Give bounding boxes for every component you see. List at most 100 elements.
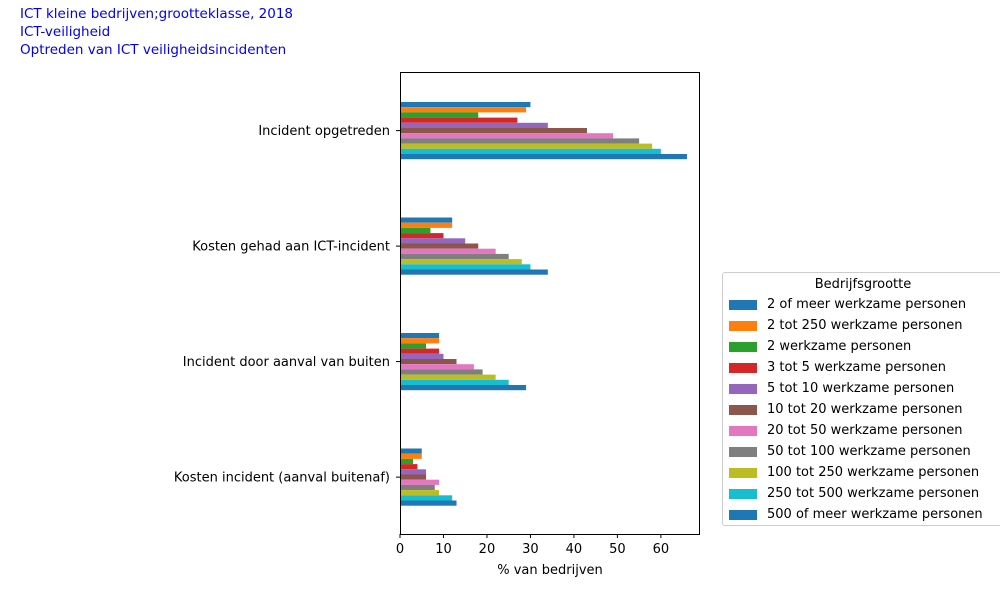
legend-label-6: 10 tot 20 werkzame personen — [767, 402, 963, 417]
x-axis-label: % van bedrijven — [497, 563, 603, 578]
legend-swatch-4 — [729, 362, 757, 373]
legend-label-3: 2 werkzame personen — [767, 339, 912, 354]
bar-4-8 — [400, 484, 435, 491]
x-tick-label-7: 60 — [653, 542, 670, 557]
legend-swatch-8 — [729, 446, 757, 457]
bar-2-4 — [400, 233, 444, 239]
y-tick-label-3: Incident door aanval van buiten — [183, 355, 390, 370]
legend-swatch-7 — [729, 425, 757, 436]
bar-4-11 — [400, 500, 457, 506]
legend-item-6: 10 tot 20 werkzame personen — [723, 399, 1000, 420]
bar-2-6 — [400, 243, 479, 249]
bar-2-2 — [400, 222, 453, 228]
bar-2-8 — [400, 253, 509, 260]
bar-1-6 — [400, 128, 587, 134]
bar-1-1 — [400, 102, 531, 108]
legend-item-10: 250 tot 500 werkzame personen — [723, 483, 1000, 504]
legend-swatch-5 — [729, 383, 757, 394]
bar-3-4 — [400, 348, 440, 354]
legend-label-8: 50 tot 100 werkzame personen — [767, 444, 971, 459]
x-axis: 0 10 20 30 40 50 60 — [396, 534, 669, 557]
bar-1-2 — [400, 107, 527, 113]
legend-swatch-9 — [729, 467, 757, 478]
legend-item-3: 2 werkzame personen — [723, 336, 1000, 357]
x-tick-label-4: 30 — [522, 542, 539, 557]
legend-item-8: 50 tot 100 werkzame personen — [723, 441, 1000, 462]
x-tick-label-6: 50 — [609, 542, 626, 557]
bar-3-7 — [400, 364, 474, 370]
legend-label-2: 2 tot 250 werkzame personen — [767, 318, 963, 333]
chart-header: ICT kleine bedrijven;grootteklasse, 2018… — [20, 5, 293, 59]
bar-4-9 — [400, 490, 440, 496]
legend-label-4: 3 tot 5 werkzame personen — [767, 360, 946, 375]
bar-1-7 — [400, 133, 614, 139]
bar-2-5 — [400, 238, 466, 244]
bar-4-2 — [400, 453, 422, 459]
bar-2-7 — [400, 248, 496, 254]
legend-item-11: 500 of meer werkzame personen — [723, 504, 1000, 525]
bar-3-2 — [400, 338, 440, 344]
header-line-1: ICT kleine bedrijven;grootteklasse, 2018 — [20, 6, 294, 22]
y-tick-label-1: Incident opgetreden — [258, 124, 390, 139]
bar-4-3 — [400, 458, 414, 465]
legend-items: 2 of meer werkzame personen 2 tot 250 wer… — [723, 294, 1000, 525]
bar-4-7 — [400, 479, 440, 485]
bar-3-10 — [400, 379, 509, 385]
bar-2-11 — [400, 269, 548, 275]
bar-2-1 — [400, 217, 453, 223]
bar-3-9 — [400, 374, 496, 380]
bar-1-3 — [400, 112, 479, 118]
bar-3-11 — [400, 385, 527, 391]
bar-1-5 — [400, 122, 548, 128]
legend-title: Bedrijfsgrootte — [814, 277, 912, 292]
legend-label-9: 100 tot 250 werkzame personen — [767, 465, 980, 480]
bar-2-9 — [400, 259, 522, 265]
legend-item-5: 5 tot 10 werkzame personen — [723, 378, 1000, 399]
legend-label-5: 5 tot 10 werkzame personen — [767, 381, 955, 396]
legend-item-7: 20 tot 50 werkzame personen — [723, 420, 1000, 441]
legend-swatch-10 — [729, 488, 757, 499]
legend-item-9: 100 tot 250 werkzame personen — [723, 462, 1000, 483]
legend-label-11: 500 of meer werkzame personen — [767, 507, 983, 522]
legend-label-10: 250 tot 500 werkzame personen — [767, 486, 980, 501]
bars-group — [400, 102, 687, 506]
bar-1-8 — [400, 138, 640, 144]
bar-3-1 — [400, 333, 440, 339]
legend-label-1: 2 of meer werkzame personen — [767, 297, 967, 312]
plot-frame — [400, 72, 700, 535]
bar-1-9 — [400, 143, 653, 149]
header-line-3: Optreden van ICT veiligheidsincidenten — [20, 42, 287, 58]
bar-1-11 — [400, 154, 687, 160]
bar-2-10 — [400, 264, 531, 270]
x-tick-label-2: 10 — [435, 542, 452, 557]
legend-item-1: 2 of meer werkzame personen — [723, 294, 1000, 315]
y-tick-label-4: Kosten incident (aanval buitenaf) — [174, 471, 390, 486]
y-axis: Incident opgetreden Kosten gehad aan ICT-… — [174, 124, 400, 486]
x-tick-label-3: 20 — [479, 542, 496, 557]
bar-3-5 — [400, 353, 444, 359]
bar-4-10 — [400, 495, 453, 501]
x-tick-label-5: 40 — [566, 542, 583, 557]
legend-item-2: 2 tot 250 werkzame personen — [723, 315, 1000, 336]
x-tick-label-1: 0 — [396, 542, 404, 557]
legend-swatch-6 — [729, 404, 757, 415]
bar-1-4 — [400, 117, 518, 123]
bar-4-5 — [400, 469, 427, 475]
bar-4-6 — [400, 474, 427, 480]
bar-4-4 — [400, 464, 418, 470]
legend-item-4: 3 tot 5 werkzame personen — [723, 357, 1000, 378]
bar-2-3 — [400, 227, 431, 234]
bar-3-6 — [400, 359, 457, 365]
bar-3-8 — [400, 369, 483, 375]
bar-4-1 — [400, 448, 422, 454]
legend-swatch-11 — [729, 509, 757, 520]
legend-label-7: 20 tot 50 werkzame personen — [767, 423, 963, 438]
legend-swatch-2 — [729, 320, 757, 331]
legend-swatch-1 — [729, 299, 757, 310]
y-tick-label-2: Kosten gehad aan ICT-incident — [192, 240, 390, 255]
header-line-2: ICT-veiligheid — [20, 24, 111, 40]
bar-3-3 — [400, 343, 427, 349]
legend: Bedrijfsgrootte 2 of meer werkzame perso… — [722, 272, 1000, 526]
bar-1-10 — [400, 148, 661, 154]
